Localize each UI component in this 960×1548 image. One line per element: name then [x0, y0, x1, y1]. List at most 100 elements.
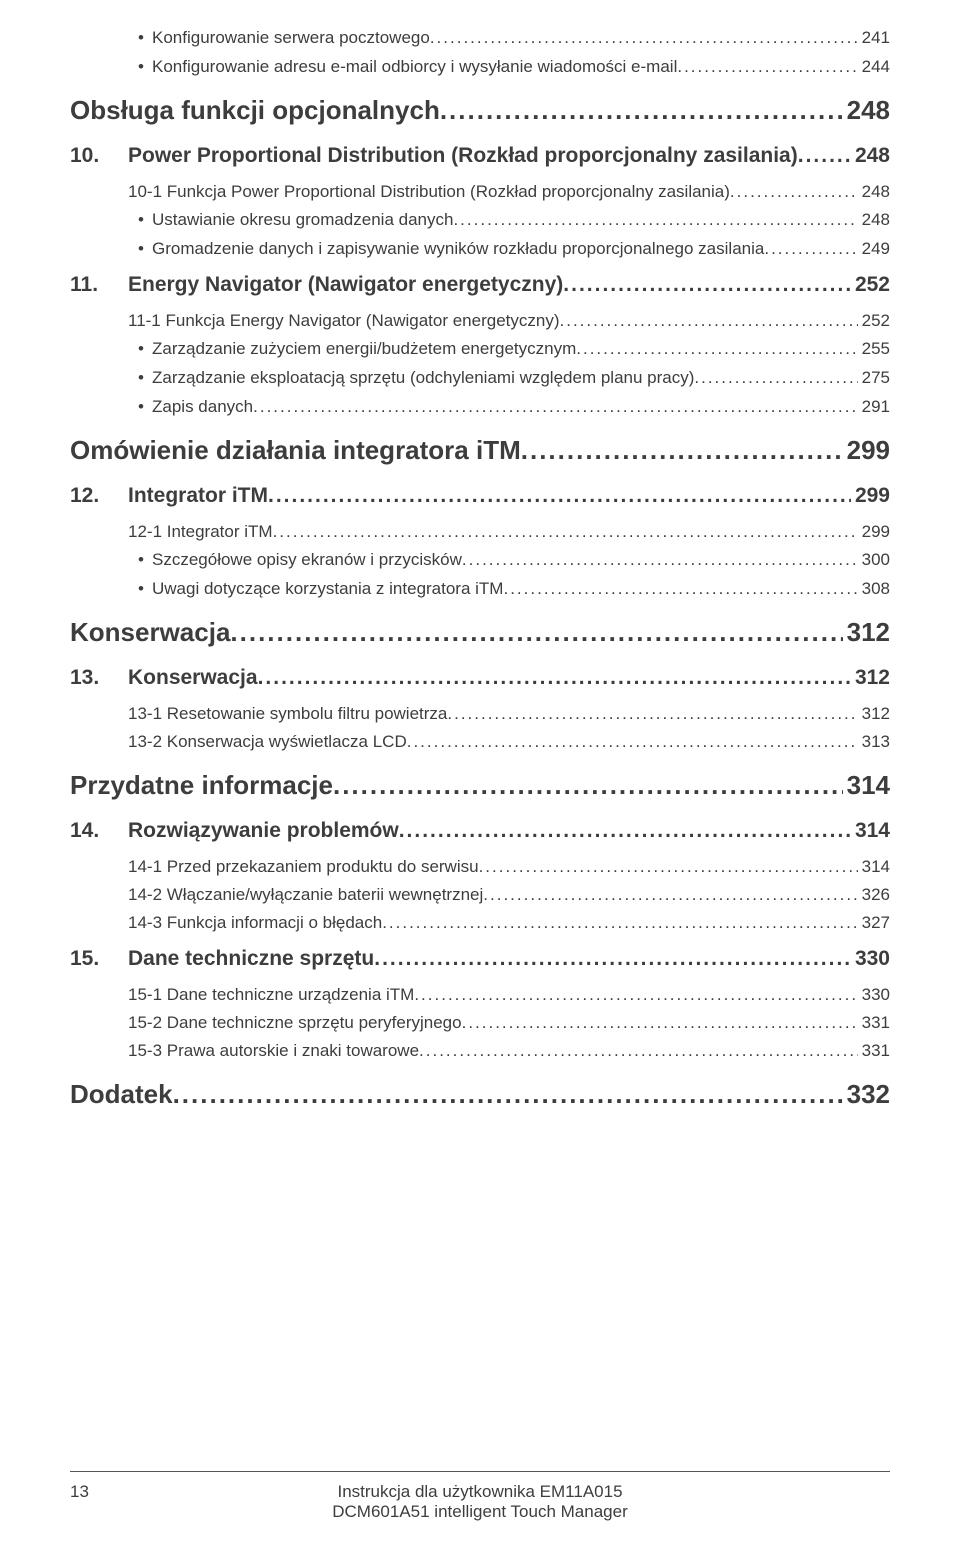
toc-label: 15.Dane techniczne sprzętu — [70, 947, 374, 971]
leader-dots — [677, 57, 857, 77]
toc-text: Ustawianie okresu gromadzenia danych — [152, 210, 453, 229]
bullet-icon: • — [138, 239, 152, 259]
toc-bullet-item: •Ustawianie okresu gromadzenia danych 24… — [138, 210, 890, 230]
toc-text: Konfigurowanie serwera pocztowego — [152, 28, 430, 47]
toc-page: 300 — [858, 550, 890, 570]
toc-page: 332 — [843, 1079, 890, 1110]
leader-dots — [273, 522, 858, 542]
leader-dots — [563, 273, 851, 297]
toc-page: 299 — [858, 522, 890, 542]
toc-page: 255 — [858, 339, 890, 359]
toc-bullet-item: •Szczegółowe opisy ekranów i przycisków … — [138, 550, 890, 570]
leader-dots — [521, 435, 843, 466]
leader-dots — [430, 28, 858, 48]
chapter-number: 13. — [70, 666, 128, 690]
leader-dots — [447, 704, 857, 724]
toc-sub-item: 13-1 Resetowanie symbolu filtru powietrz… — [128, 704, 890, 724]
leader-dots — [453, 210, 857, 230]
toc-page: 314 — [858, 857, 890, 877]
toc-text: Gromadzenie danych i zapisywanie wyników… — [152, 239, 764, 258]
leader-dots — [374, 947, 851, 971]
toc-page: 314 — [851, 819, 890, 843]
toc-page: 252 — [851, 273, 890, 297]
bullet-icon: • — [138, 368, 152, 388]
leader-dots — [462, 550, 858, 570]
chapter-number: 10. — [70, 144, 128, 168]
bullet-icon: • — [138, 579, 152, 599]
toc-page: 330 — [858, 985, 890, 1005]
bullet-icon: • — [138, 210, 152, 230]
toc-bullet-item: •Zapis danych 291 — [138, 397, 890, 417]
leader-dots — [483, 885, 857, 905]
toc-sub-item: 12-1 Integrator iTM 299 — [128, 522, 890, 542]
toc-label: Konserwacja — [70, 617, 230, 648]
toc-bullet-item: •Uwagi dotyczące korzystania z integrato… — [138, 579, 890, 599]
toc-sub-item: 11-1 Funkcja Energy Navigator (Nawigator… — [128, 311, 890, 331]
leader-dots — [407, 732, 858, 752]
toc-chapter-heading: 12.Integrator iTM 299 — [70, 484, 890, 508]
toc-page: 327 — [858, 913, 890, 933]
toc-sub-item: 10-1 Funkcja Power Proportional Distribu… — [128, 182, 890, 202]
toc-page: 299 — [851, 484, 890, 508]
leader-dots — [764, 239, 857, 259]
toc-page: 331 — [858, 1041, 890, 1061]
toc-page: 248 — [851, 144, 890, 168]
toc-text: Zapis danych — [152, 397, 253, 416]
toc-chapter-heading: 14.Rozwiązywanie problemów 314 — [70, 819, 890, 843]
leader-dots — [798, 144, 851, 168]
toc-page: 314 — [843, 770, 890, 801]
toc-label: 11.Energy Navigator (Nawigator energetyc… — [70, 273, 563, 297]
leader-dots — [560, 311, 858, 331]
leader-dots — [253, 397, 858, 417]
toc-label: 12.Integrator iTM — [70, 484, 268, 508]
toc-label: 14-3 Funkcja informacji o błędach — [128, 913, 382, 933]
toc-section-heading: Obsługa funkcji opcjonalnych 248 — [70, 95, 890, 126]
toc-bullet-item: •Konfigurowanie serwera pocztowego 241 — [138, 28, 890, 48]
leader-dots — [399, 819, 851, 843]
toc-sub-item: 15-1 Dane techniczne urządzenia iTM 330 — [128, 985, 890, 1005]
table-of-contents: •Konfigurowanie serwera pocztowego 241 •… — [70, 28, 890, 1110]
toc-label: •Konfigurowanie serwera pocztowego — [138, 28, 430, 48]
toc-label: 14-1 Przed przekazaniem produktu do serw… — [128, 857, 479, 877]
leader-dots — [333, 770, 843, 801]
leader-dots — [462, 1013, 858, 1033]
leader-dots — [414, 985, 857, 1005]
toc-section-heading: Omówienie działania integratora iTM 299 — [70, 435, 890, 466]
toc-section-heading: Przydatne informacje 314 — [70, 770, 890, 801]
toc-label: •Ustawianie okresu gromadzenia danych — [138, 210, 453, 230]
toc-page: 248 — [858, 182, 890, 202]
toc-page: 241 — [858, 28, 890, 48]
toc-text: Rozwiązywanie problemów — [128, 819, 399, 842]
toc-page: 312 — [851, 666, 890, 690]
leader-dots — [419, 1041, 858, 1061]
bullet-icon: • — [138, 397, 152, 417]
toc-page: 308 — [858, 579, 890, 599]
toc-bullet-item: •Zarządzanie eksploatacją sprzętu (odchy… — [138, 368, 890, 388]
toc-page: 252 — [858, 311, 890, 331]
toc-label: 14.Rozwiązywanie problemów — [70, 819, 399, 843]
toc-text: Zarządzanie zużyciem energii/budżetem en… — [152, 339, 576, 358]
toc-page: 313 — [858, 732, 890, 752]
toc-page: 299 — [843, 435, 890, 466]
toc-label: Przydatne informacje — [70, 770, 333, 801]
toc-page: 244 — [858, 57, 890, 77]
toc-page: 249 — [858, 239, 890, 259]
toc-label: 13-1 Resetowanie symbolu filtru powietrz… — [128, 704, 447, 724]
toc-chapter-heading: 15.Dane techniczne sprzętu 330 — [70, 947, 890, 971]
toc-label: 11-1 Funkcja Energy Navigator (Nawigator… — [128, 311, 560, 331]
toc-page: 275 — [858, 368, 890, 388]
toc-bullet-item: •Gromadzenie danych i zapisywanie wynikó… — [138, 239, 890, 259]
page-number: 13 — [70, 1482, 89, 1502]
toc-text: Konfigurowanie adresu e-mail odbiorcy i … — [152, 57, 677, 76]
toc-text: Integrator iTM — [128, 484, 268, 507]
toc-label: Obsługa funkcji opcjonalnych — [70, 95, 440, 126]
toc-chapter-heading: 13.Konserwacja 312 — [70, 666, 890, 690]
toc-text: Zarządzanie eksploatacją sprzętu (odchyl… — [152, 368, 694, 387]
toc-label: 10.Power Proportional Distribution (Rozk… — [70, 144, 798, 168]
toc-page: 330 — [851, 947, 890, 971]
toc-text: Konserwacja — [128, 666, 258, 689]
footer-text-line1: Instrukcja dla użytkownika EM11A015 — [337, 1482, 622, 1501]
leader-dots — [268, 484, 851, 508]
toc-sub-item: 14-2 Włączanie/wyłączanie baterii wewnęt… — [128, 885, 890, 905]
toc-label: •Zarządzanie zużyciem energii/budżetem e… — [138, 339, 576, 359]
